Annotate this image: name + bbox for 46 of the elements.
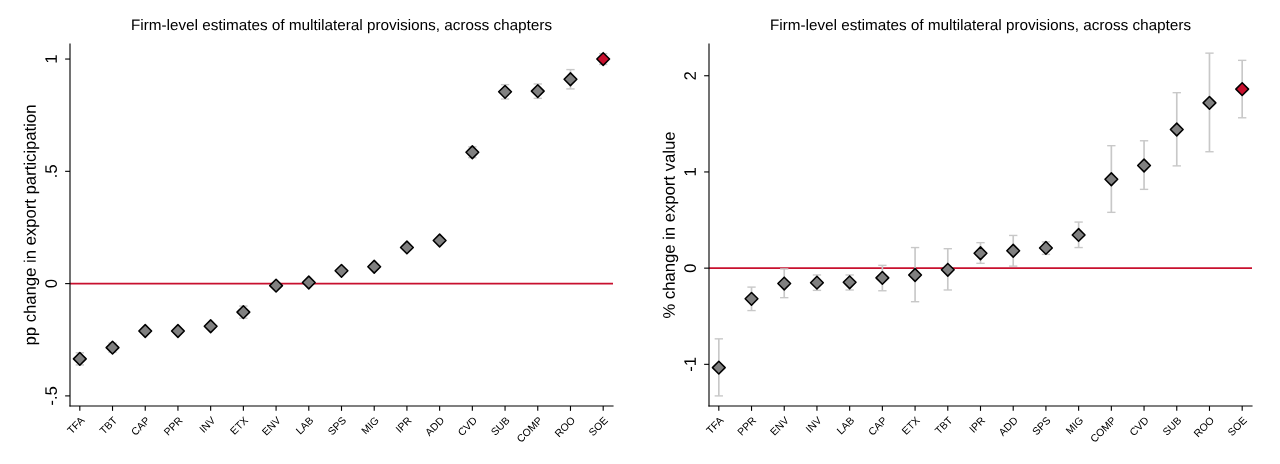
x-tick-label: INV bbox=[199, 416, 216, 433]
chart-title: Firm-level estimates of multilateral provisions, across chapters bbox=[771, 19, 1191, 34]
chart-title: Firm-level estimates of multilateral provisions, across chapters bbox=[132, 19, 552, 34]
y-tick-label: 2 bbox=[684, 71, 696, 80]
point bbox=[367, 259, 382, 274]
x-tick-label: TBT bbox=[99, 416, 118, 435]
y-tick-label: 1 bbox=[45, 55, 57, 63]
x-tick-label: MIG bbox=[361, 416, 380, 435]
point bbox=[334, 263, 349, 278]
y-tick-label: 0 bbox=[45, 279, 57, 288]
point bbox=[777, 276, 792, 291]
point bbox=[1136, 158, 1152, 173]
point bbox=[973, 246, 988, 261]
point bbox=[1169, 122, 1184, 137]
x-tick-label: MIG bbox=[1065, 416, 1084, 435]
x-tick-label: TFA bbox=[705, 416, 725, 435]
point bbox=[432, 233, 447, 248]
point bbox=[744, 291, 759, 306]
point bbox=[563, 72, 578, 87]
x-tick-label: IPR bbox=[395, 416, 412, 433]
point bbox=[399, 240, 415, 255]
point bbox=[1071, 227, 1086, 243]
x-tick-label: IPR bbox=[969, 416, 986, 433]
point bbox=[1104, 172, 1119, 187]
y-tick-label: -.5 bbox=[45, 386, 57, 405]
y-axis-title: pp change in export participation bbox=[23, 105, 40, 345]
y-axis-title: % change in export value bbox=[662, 132, 679, 318]
point bbox=[940, 262, 955, 277]
point bbox=[1202, 95, 1217, 111]
x-tick-label: TFA bbox=[66, 416, 86, 435]
point bbox=[170, 323, 186, 339]
point bbox=[1006, 243, 1021, 258]
point bbox=[1235, 81, 1250, 97]
y-tick-label: .5 bbox=[45, 165, 57, 177]
point bbox=[711, 360, 726, 375]
x-tick-label: TBT bbox=[934, 416, 953, 435]
point bbox=[875, 270, 890, 285]
x-tick-label: INV bbox=[805, 416, 823, 433]
point bbox=[138, 323, 153, 339]
y-tick-label: 1 bbox=[684, 168, 696, 176]
point bbox=[203, 319, 218, 334]
y-tick-label: -1 bbox=[684, 357, 696, 372]
point bbox=[268, 278, 284, 293]
point bbox=[907, 267, 923, 283]
y-tick-label: 0 bbox=[684, 264, 696, 273]
point bbox=[301, 275, 316, 290]
